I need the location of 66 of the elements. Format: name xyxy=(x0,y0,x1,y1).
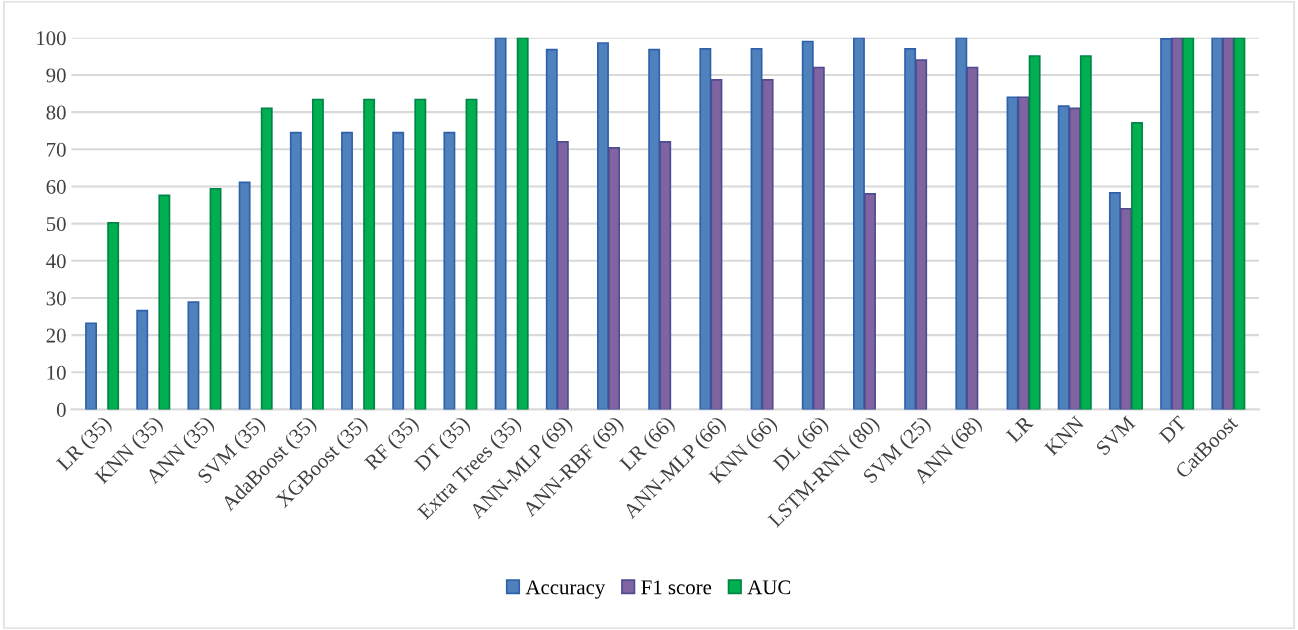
bar xyxy=(238,181,251,410)
bar xyxy=(414,98,427,410)
bar xyxy=(597,42,609,410)
legend-label: Accuracy xyxy=(525,580,606,599)
bar xyxy=(1108,191,1121,410)
y-tick-label: 0 xyxy=(56,402,66,417)
bar xyxy=(1028,55,1041,410)
bar xyxy=(1171,37,1184,410)
bar xyxy=(516,37,529,410)
y-tick-label: 80 xyxy=(46,105,66,120)
bar xyxy=(1079,55,1092,410)
bar xyxy=(864,193,876,410)
bar xyxy=(1131,122,1143,410)
bar xyxy=(311,98,324,410)
bar xyxy=(904,48,917,410)
bar xyxy=(158,194,171,410)
bar xyxy=(648,48,661,410)
bar xyxy=(761,78,774,410)
bar xyxy=(289,131,302,410)
bar xyxy=(85,322,98,410)
bar xyxy=(1182,37,1195,410)
y-tick-label: 70 xyxy=(47,142,66,157)
y-tick-label: 60 xyxy=(46,179,66,194)
bar xyxy=(392,131,405,410)
bar xyxy=(710,78,723,410)
bar xyxy=(659,141,672,410)
y-tick-label: 90 xyxy=(46,68,66,83)
y-tick-label: 10 xyxy=(47,365,66,380)
bar xyxy=(955,37,968,410)
bar xyxy=(363,98,376,410)
legend-label: AUC xyxy=(747,580,791,595)
bar xyxy=(750,48,763,410)
bar xyxy=(443,131,456,410)
bar xyxy=(966,66,979,410)
y-tick-label: 30 xyxy=(46,291,66,306)
bar xyxy=(801,40,814,410)
bar xyxy=(608,146,620,410)
legend-label: F1 score xyxy=(641,580,712,595)
y-tick-label: 100 xyxy=(37,31,66,46)
x-tick-label: LR xyxy=(1005,414,1034,443)
bar xyxy=(852,37,865,410)
bar xyxy=(494,37,507,410)
bar xyxy=(465,98,478,410)
bar xyxy=(187,301,200,410)
bar xyxy=(1233,37,1246,410)
bar xyxy=(556,141,569,410)
y-tick-label: 50 xyxy=(46,217,66,232)
bar xyxy=(1160,38,1173,410)
bar xyxy=(136,309,149,410)
bar xyxy=(209,187,222,410)
bar xyxy=(915,59,928,410)
bar xyxy=(341,131,353,410)
bar xyxy=(1006,96,1019,410)
bar xyxy=(812,66,825,410)
y-tick-label: 20 xyxy=(46,328,66,343)
bar xyxy=(1057,105,1070,410)
bar xyxy=(699,48,712,410)
bar xyxy=(1120,207,1132,410)
bar xyxy=(260,107,273,410)
bar xyxy=(1211,37,1224,410)
y-tick-label: 40 xyxy=(46,254,66,269)
bar xyxy=(1017,96,1030,410)
bar xyxy=(545,48,558,410)
bar xyxy=(1222,37,1235,410)
bar xyxy=(107,222,120,410)
bar xyxy=(1068,107,1081,410)
